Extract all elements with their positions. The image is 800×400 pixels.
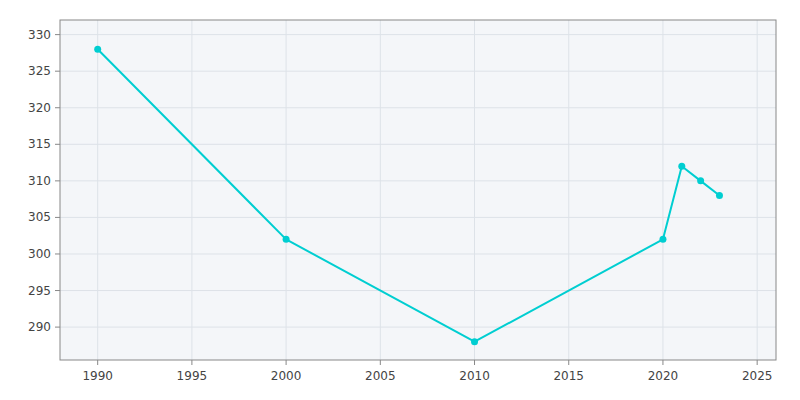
y-tick-label: 290 [28,320,51,334]
marker [94,46,101,53]
marker [283,236,290,243]
x-tick-label: 1995 [177,369,208,383]
x-tick-label: 2025 [742,369,773,383]
y-grid-line [60,107,776,108]
marker [697,177,704,184]
x-tick-label: 2010 [459,369,490,383]
x-tick-label: 2005 [365,369,396,383]
x-tick [568,360,569,365]
y-tick [55,107,60,108]
marker [678,163,685,170]
plot-background [60,20,776,360]
y-tick [55,217,60,218]
marker [716,192,723,199]
y-grid-line [60,253,776,254]
grid [60,20,776,360]
y-grid-line [60,327,776,328]
y-tick [55,71,60,72]
y-tick-label: 330 [28,28,51,42]
x-tick [191,360,192,365]
y-tick-label: 310 [28,174,51,188]
x-tick [474,360,475,365]
chart-container: 1990 1995 2000 2005 2010 2015 2020 2025 290 295 30… [0,0,800,400]
y-tick-label: 300 [28,247,51,261]
chart-svg: 1990 1995 2000 2005 2010 2015 2020 2025 290 295 30… [0,0,800,400]
y-grid-line [60,71,776,72]
tick-labels: 1990 1995 2000 2005 2010 2015 2020 2025 290 295 30… [28,28,772,383]
y-tick [55,327,60,328]
y-tick-label: 295 [28,284,51,298]
y-tick [55,180,60,181]
x-tick [662,360,663,365]
y-tick [55,290,60,291]
y-tick [55,34,60,35]
y-grid-line [60,144,776,145]
x-tick [757,360,758,365]
x-tick-label: 2000 [271,369,302,383]
marker [659,236,666,243]
y-grid-line [60,180,776,181]
x-tick-label: 2020 [648,369,679,383]
y-tick-label: 315 [28,137,51,151]
y-grid-line [60,34,776,35]
data-layer [94,46,723,345]
x-tick [97,360,98,365]
y-tick [55,253,60,254]
line [98,49,720,341]
y-tick-label: 325 [28,64,51,78]
y-tick [55,144,60,145]
marker [471,338,478,345]
x-tick [286,360,287,365]
y-tick-label: 305 [28,210,51,224]
x-tick-label: 2015 [553,369,584,383]
x-tick-label: 1990 [82,369,113,383]
y-grid-line [60,290,776,291]
x-tick [380,360,381,365]
plot-frame [60,20,776,360]
y-tick-label: 320 [28,101,51,115]
